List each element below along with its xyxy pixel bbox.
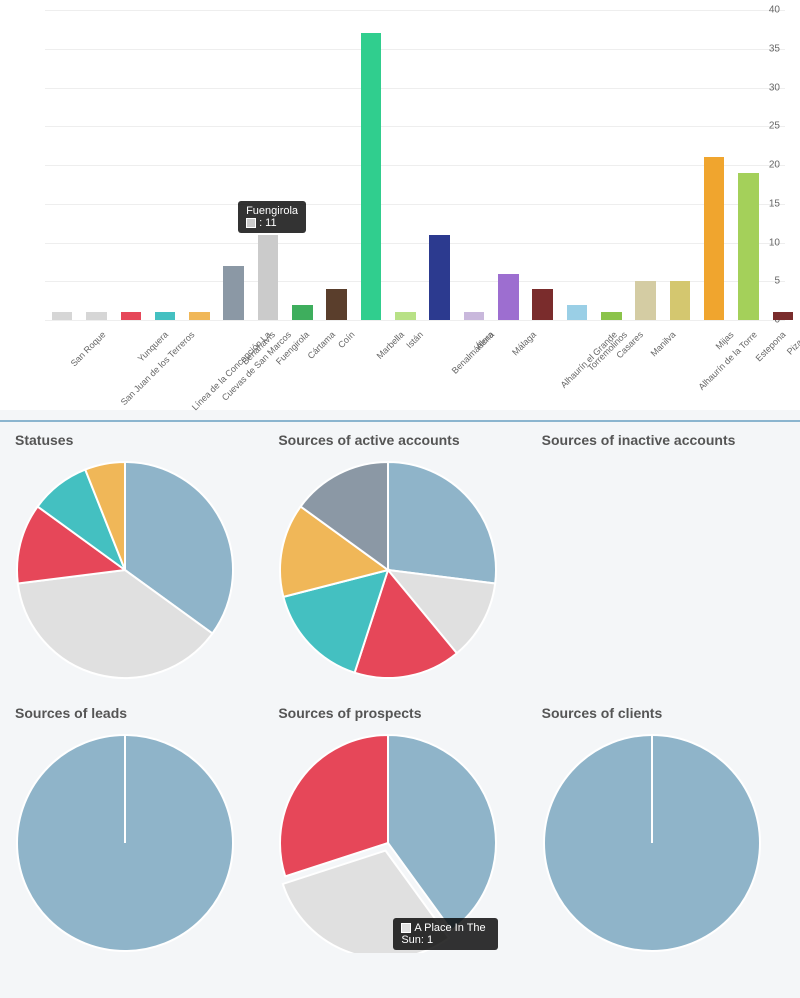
pie-card: Sources of clients bbox=[542, 705, 785, 953]
bar-chart-x-labels: San RoqueSan Juan de los TerrerosYunquer… bbox=[45, 320, 785, 410]
x-tick-label: Estepona bbox=[753, 329, 787, 363]
pie-card: Sources of active accounts bbox=[278, 432, 521, 680]
pie-title: Statuses bbox=[15, 432, 258, 448]
pie-card: Sources of prospects A Place In The Sun: … bbox=[278, 705, 521, 953]
bar[interactable] bbox=[670, 281, 691, 320]
bar-chart[interactable]: 0510152025303540Fuengirola: 11 bbox=[15, 10, 785, 320]
pie-slice[interactable] bbox=[388, 462, 496, 584]
bar[interactable] bbox=[567, 305, 588, 321]
pie-title: Sources of active accounts bbox=[278, 432, 521, 448]
pie-chart[interactable] bbox=[15, 733, 235, 953]
x-tick-label: Pizarra bbox=[785, 329, 800, 356]
pie-card: Statuses bbox=[15, 432, 258, 680]
x-tick-label: Coín bbox=[336, 329, 357, 350]
x-tick-label: Málaga bbox=[510, 329, 538, 357]
pie-chart[interactable] bbox=[278, 460, 498, 680]
bar[interactable] bbox=[773, 312, 794, 320]
bar[interactable] bbox=[395, 312, 416, 320]
bar[interactable] bbox=[704, 157, 725, 320]
pie-card: Sources of leads bbox=[15, 705, 258, 953]
bar[interactable] bbox=[361, 33, 382, 320]
bar[interactable] bbox=[429, 235, 450, 320]
pie-chart[interactable] bbox=[542, 733, 762, 953]
bar[interactable] bbox=[464, 312, 485, 320]
pie-row-1: Statuses Sources of active accounts Source… bbox=[15, 432, 785, 680]
x-tick-label: Manilva bbox=[648, 329, 677, 358]
pie-title: Sources of leads bbox=[15, 705, 258, 721]
x-tick-label: Istán bbox=[405, 329, 426, 350]
plot-area bbox=[45, 10, 785, 320]
bar[interactable] bbox=[223, 266, 244, 320]
bar[interactable] bbox=[52, 312, 73, 320]
pie-chart[interactable]: A Place In The Sun: 1 bbox=[278, 733, 498, 953]
pie-chart[interactable] bbox=[15, 460, 235, 680]
bar[interactable] bbox=[601, 312, 622, 320]
bar[interactable] bbox=[292, 305, 313, 321]
pie-title: Sources of clients bbox=[542, 705, 785, 721]
x-tick-label: San Roque bbox=[69, 329, 108, 368]
pie-row-2: Sources of leads Sources of prospects A Pl… bbox=[15, 705, 785, 953]
bar[interactable] bbox=[86, 312, 107, 320]
bar[interactable] bbox=[635, 281, 656, 320]
bar-chart-panel: 0510152025303540Fuengirola: 11 San Roque… bbox=[0, 0, 800, 410]
pie-charts-section: Statuses Sources of active accounts Source… bbox=[0, 422, 800, 998]
bar[interactable] bbox=[155, 312, 176, 320]
x-tick-label: Cártama bbox=[306, 329, 337, 360]
bar[interactable] bbox=[326, 289, 347, 320]
pie-title: Sources of inactive accounts bbox=[542, 432, 785, 448]
x-tick-label: Alhaurín el Grande bbox=[558, 329, 618, 389]
bar[interactable] bbox=[498, 274, 519, 321]
bar[interactable] bbox=[258, 235, 279, 320]
x-tick-label: Marbella bbox=[375, 329, 406, 360]
bar[interactable] bbox=[738, 173, 759, 320]
pie-card: Sources of inactive accounts bbox=[542, 432, 785, 680]
bar[interactable] bbox=[189, 312, 210, 320]
bar[interactable] bbox=[121, 312, 142, 320]
pie-title: Sources of prospects bbox=[278, 705, 521, 721]
x-tick-label: Álora bbox=[474, 329, 496, 351]
pie-chart[interactable] bbox=[542, 460, 762, 680]
bar[interactable] bbox=[532, 289, 553, 320]
